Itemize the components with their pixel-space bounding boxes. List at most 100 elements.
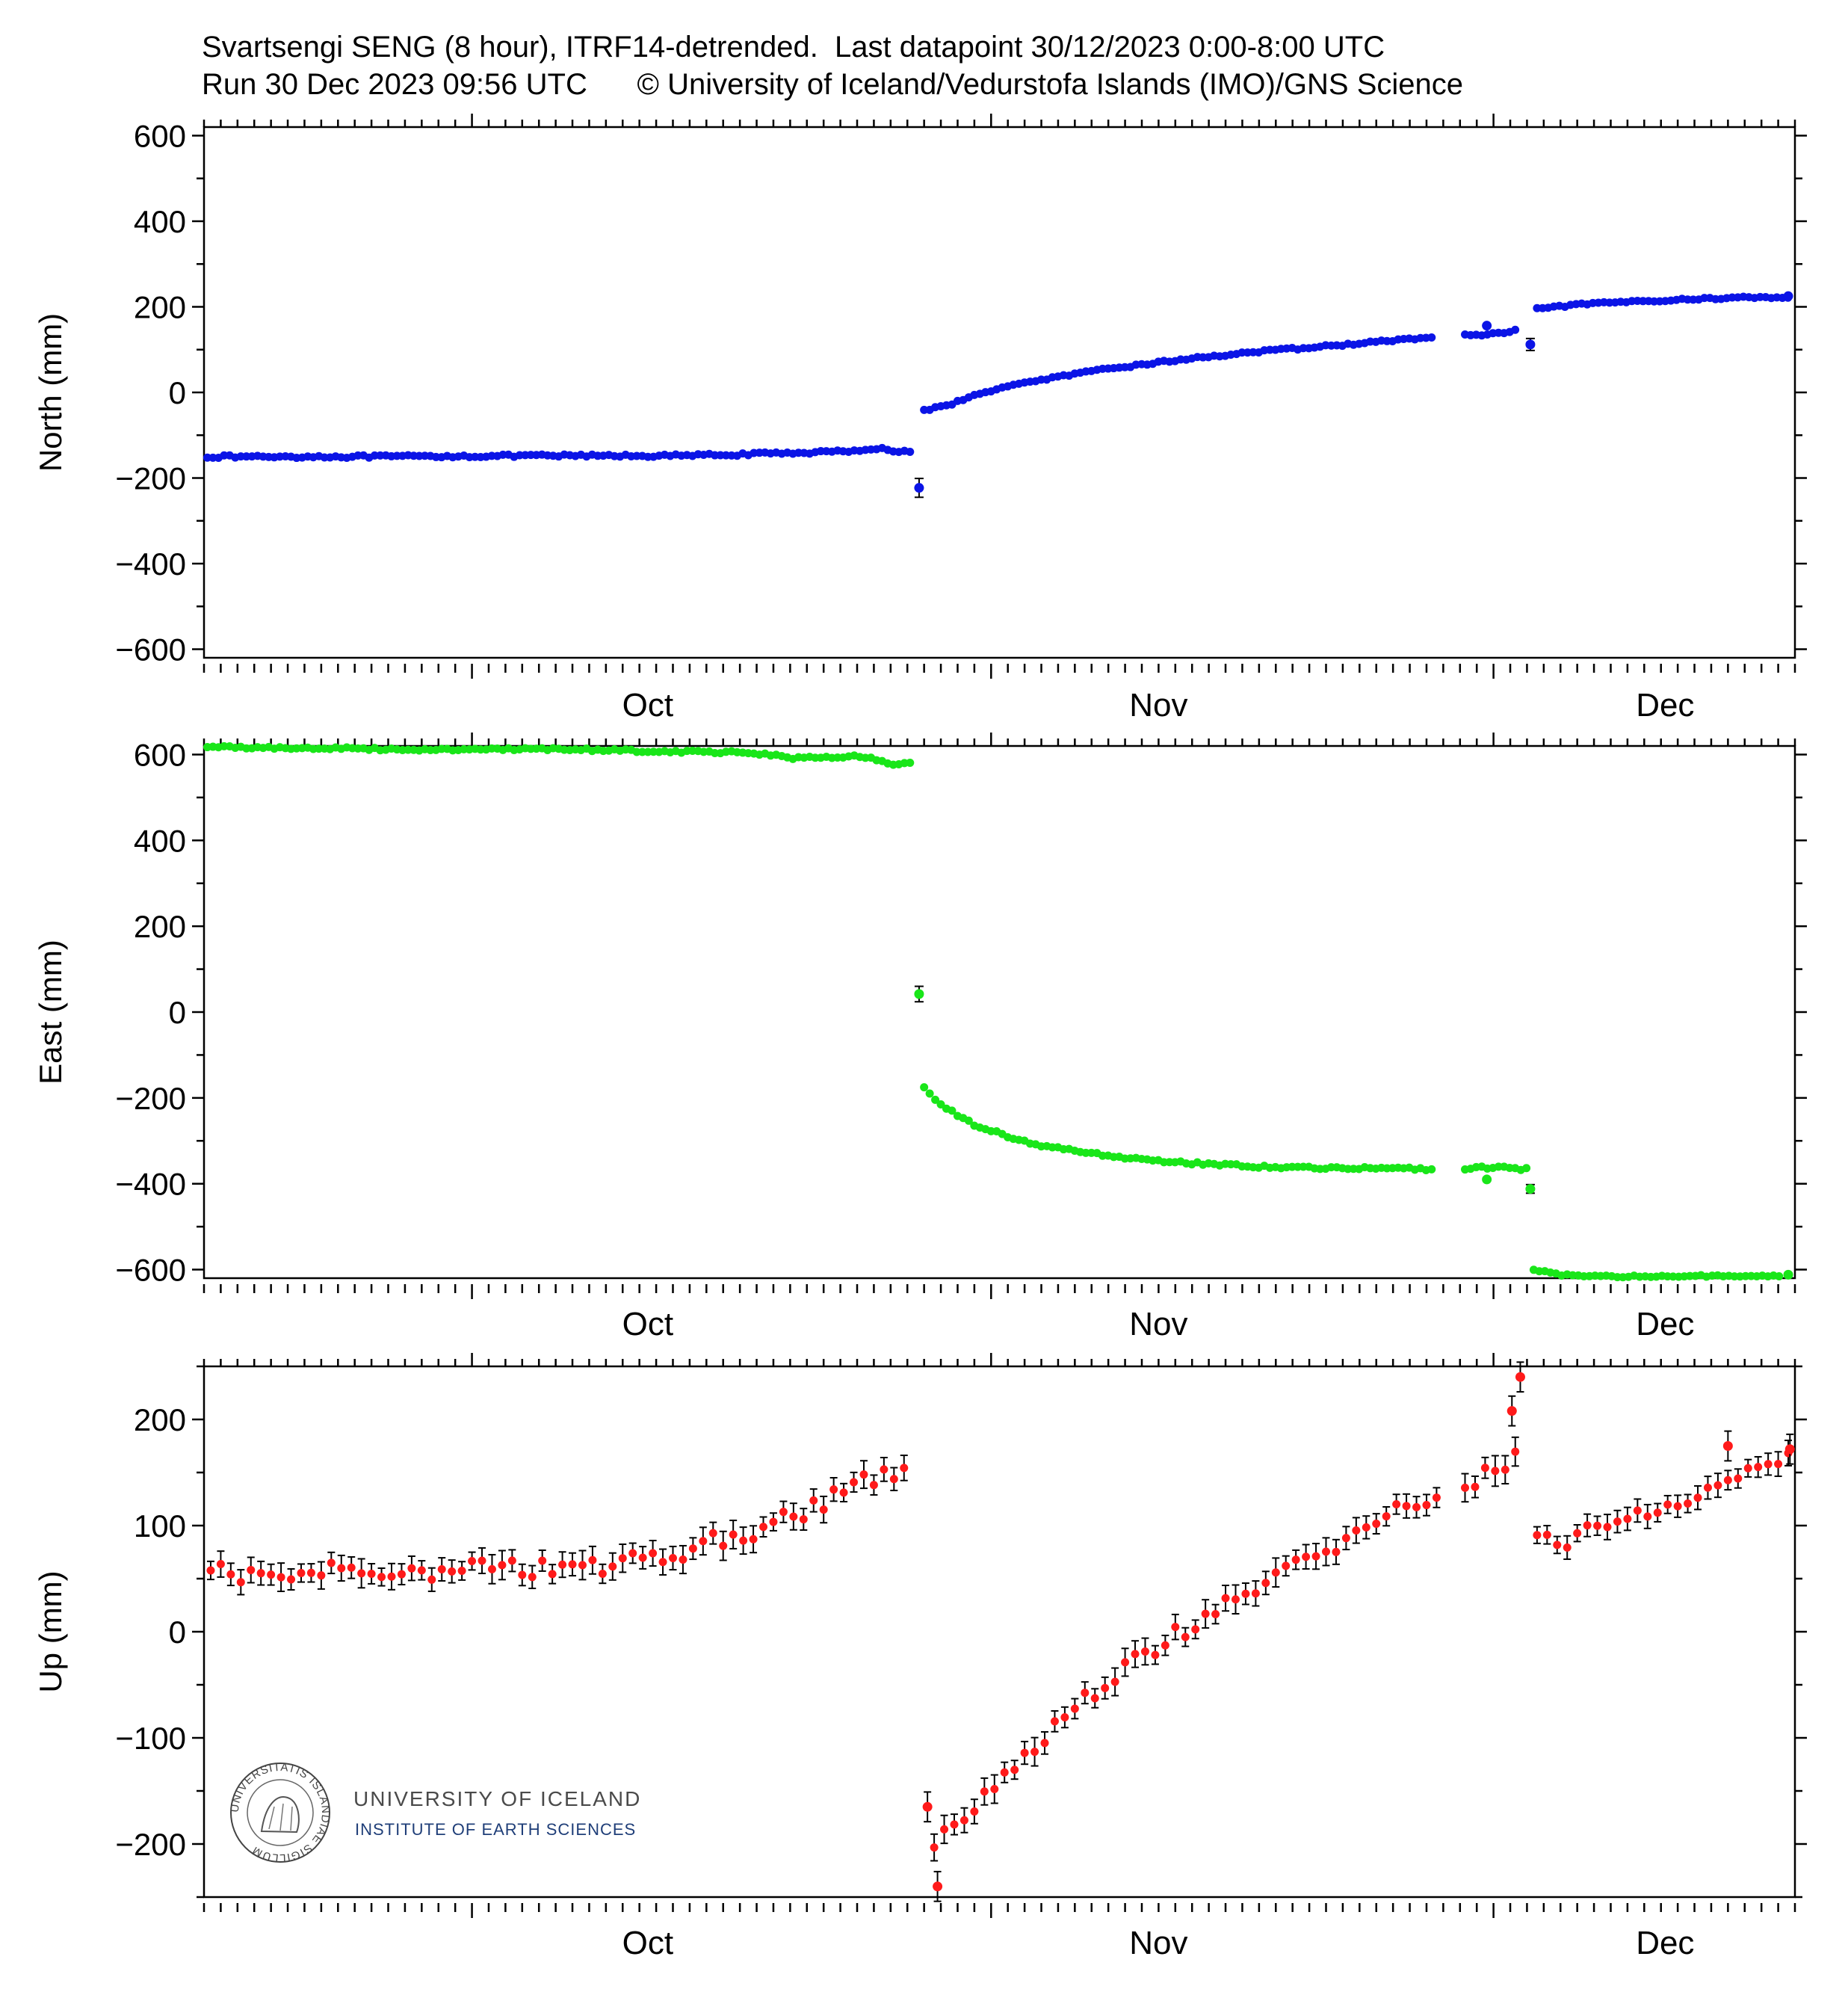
- north-ytick-label: 400: [134, 204, 186, 239]
- up-data-point: [1693, 1493, 1702, 1502]
- east-data-point: [931, 1095, 940, 1104]
- university-name: UNIVERSITY OF ICELAND: [353, 1787, 642, 1810]
- up-data-point: [930, 1843, 939, 1852]
- east-data-point: [1522, 1164, 1531, 1173]
- university-logo: UNIVERSITATIS ISLANDIAE SIGILLUM UNIVERS…: [228, 1760, 676, 1872]
- up-data-point: [1573, 1529, 1582, 1538]
- up-data-point: [377, 1573, 386, 1582]
- up-data-point: [1461, 1483, 1470, 1492]
- up-data-point: [1181, 1632, 1190, 1641]
- up-data-point: [1090, 1694, 1099, 1703]
- up-data-point: [1131, 1650, 1140, 1659]
- up-data-point: [598, 1570, 607, 1579]
- run-credit-line: Run 30 Dec 2023 09:56 UTC © University o…: [202, 68, 1464, 101]
- up-data-point: [1764, 1460, 1773, 1469]
- up-data-point: [1282, 1561, 1291, 1570]
- up-data-point: [588, 1555, 597, 1564]
- up-data-point: [1480, 1464, 1489, 1473]
- north-data-point: [914, 483, 924, 493]
- up-data-point: [1261, 1579, 1270, 1588]
- up-data-point: [317, 1571, 326, 1580]
- up-month-label: Nov: [1129, 1925, 1187, 1961]
- up-data-point: [387, 1572, 396, 1581]
- north-month-label: Oct: [622, 687, 673, 724]
- up-data-point: [548, 1570, 557, 1579]
- up-data-point: [507, 1556, 516, 1565]
- up-data-point: [970, 1807, 979, 1816]
- up-data-point: [708, 1529, 717, 1538]
- north-data-point: [1783, 291, 1793, 301]
- east-ylabel: East (mm): [33, 940, 68, 1085]
- up-data-point: [407, 1564, 416, 1573]
- up-data-point: [1070, 1704, 1079, 1713]
- up-data-point: [1713, 1481, 1722, 1490]
- up-data-point: [468, 1556, 477, 1565]
- up-data-point: [1121, 1658, 1130, 1667]
- up-data-point: [1784, 1444, 1795, 1455]
- east-data-point: [1775, 1271, 1784, 1280]
- up-data-point: [267, 1570, 276, 1579]
- east-ytick-label: −600: [115, 1253, 186, 1288]
- up-data-point: [1060, 1713, 1069, 1722]
- north-data-point: [1511, 325, 1520, 334]
- up-data-point: [1050, 1717, 1059, 1726]
- up-data-point: [1362, 1523, 1370, 1532]
- up-data-point: [478, 1556, 486, 1565]
- up-data-point: [1542, 1530, 1551, 1539]
- up-data-point: [1673, 1502, 1682, 1511]
- up-data-point: [789, 1512, 798, 1521]
- up-ytick-label: −200: [115, 1827, 186, 1862]
- up-data-point: [276, 1573, 285, 1582]
- up-data-point: [1593, 1521, 1602, 1530]
- up-data-point: [1322, 1547, 1331, 1556]
- up-data-point: [1563, 1543, 1572, 1552]
- institute-name: INSTITUTE OF EARTH SCIENCES: [355, 1820, 637, 1839]
- up-data-point: [829, 1485, 838, 1494]
- up-data-point: [608, 1562, 617, 1571]
- up-data-point: [247, 1565, 256, 1574]
- up-data-point: [1663, 1500, 1672, 1509]
- up-data-point: [859, 1470, 868, 1479]
- east-ytick-label: −400: [115, 1167, 186, 1202]
- east-data-point: [920, 1083, 929, 1092]
- east-data-point: [1427, 1165, 1436, 1174]
- up-data-point: [1553, 1541, 1562, 1549]
- up-data-point: [759, 1523, 768, 1532]
- up-data-point: [618, 1554, 627, 1563]
- up-data-point: [1703, 1483, 1712, 1492]
- east-data-point: [914, 989, 924, 999]
- up-data-point: [1341, 1534, 1350, 1543]
- north-plot-frame: [203, 126, 1796, 659]
- up-data-point: [628, 1549, 637, 1558]
- up-data-point: [950, 1820, 959, 1829]
- up-data-point: [749, 1535, 758, 1544]
- up-data-point: [1653, 1508, 1662, 1517]
- up-data-point: [1491, 1467, 1500, 1476]
- north-ytick-label: 0: [169, 375, 186, 410]
- up-data-point: [457, 1567, 466, 1576]
- north-panel: 600 400 200 0 −200 −400 −600 North (mm) Oct Nov De…: [33, 114, 1807, 724]
- up-data-point: [679, 1555, 687, 1564]
- up-data-point: [1151, 1650, 1160, 1659]
- up-data-point: [933, 1881, 943, 1892]
- up-data-point: [1684, 1499, 1693, 1508]
- north-ytick-label: −600: [115, 632, 186, 667]
- east-month-label: Dec: [1636, 1306, 1694, 1342]
- east-data-point: [1525, 1184, 1536, 1194]
- east-data-point: [1783, 1269, 1793, 1280]
- up-data-point: [367, 1569, 376, 1578]
- east-data-point: [948, 1106, 957, 1115]
- up-data-point: [568, 1560, 577, 1569]
- east-ytick-label: 600: [134, 737, 186, 772]
- university-seal-icon: UNIVERSITATIS ISLANDIAE SIGILLUM: [229, 1761, 331, 1864]
- up-data-point: [498, 1561, 507, 1570]
- north-ytick-label: −400: [115, 546, 186, 582]
- up-data-point: [1412, 1502, 1421, 1511]
- up-month-label: Oct: [622, 1925, 673, 1961]
- north-data-point: [906, 448, 915, 457]
- up-data-point: [668, 1553, 677, 1562]
- figure-header: Svartsengi SENG (8 hour), ITRF14-detrend…: [202, 28, 1808, 103]
- up-data-point: [1392, 1499, 1401, 1508]
- up-data-point: [900, 1464, 909, 1473]
- north-ylabel: North (mm): [33, 313, 68, 472]
